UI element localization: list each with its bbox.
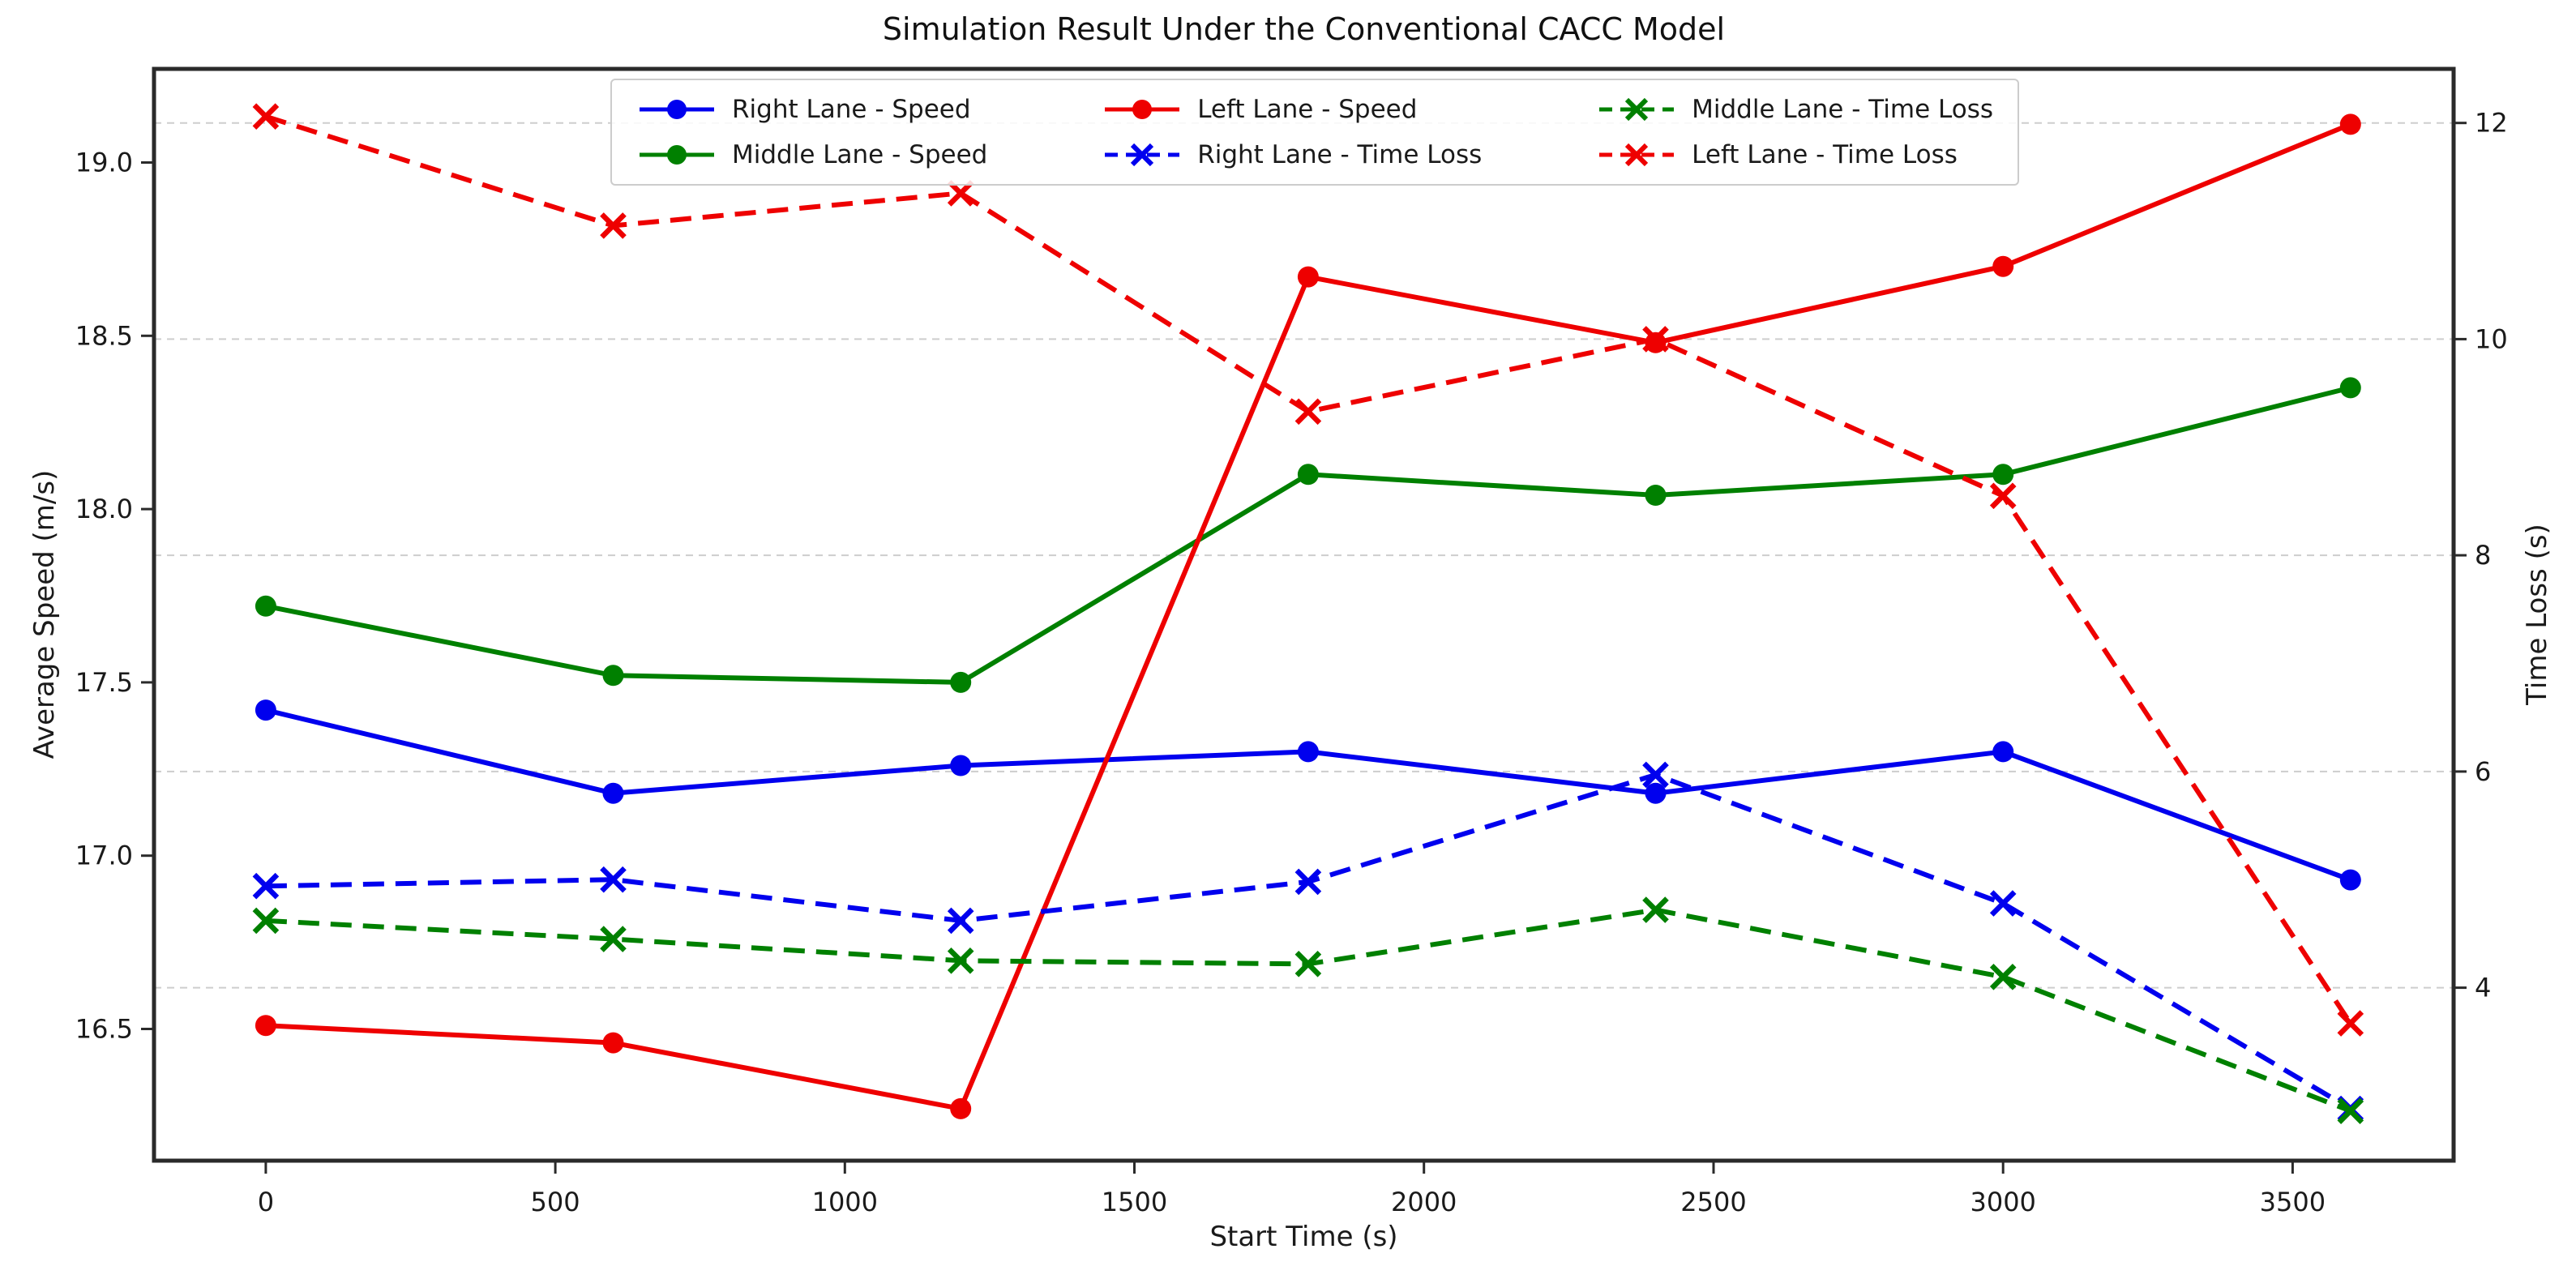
series-left-lane-time-loss (252, 103, 2364, 1037)
legend-swatch-line-circle (1105, 100, 1180, 119)
series-line (265, 708, 2351, 883)
legend-label: Right Lane - Time Loss (1197, 140, 1483, 169)
data-point-marker (600, 212, 627, 239)
data-point-marker (1297, 741, 1319, 763)
data-point-marker (1989, 964, 2017, 990)
legend-item-left-lane-time-loss: Left Lane - Time Loss (1596, 140, 1993, 169)
data-point-marker (1294, 951, 1322, 977)
series-right-lane-time-loss (252, 761, 2364, 1123)
x-tick-label: 2000 (1391, 1187, 1457, 1217)
x-tick-label: 1000 (812, 1187, 878, 1217)
data-point-marker (1294, 868, 1322, 896)
data-point-marker (2339, 377, 2361, 399)
data-point-marker (947, 180, 974, 207)
legend-label: Middle Lane - Time Loss (1692, 95, 1993, 124)
legend-swatch-dashed-x (1105, 143, 1180, 167)
x-tick-label: 2500 (1680, 1187, 1746, 1217)
x-tick-label: 1500 (1102, 1187, 1167, 1217)
y-tick-label-left: 16.5 (75, 1014, 133, 1045)
data-point-marker (2337, 1010, 2364, 1037)
x-tick-label: 3000 (1970, 1187, 2035, 1217)
legend-swatch-dashed-x (1599, 97, 1675, 122)
data-point-marker (1992, 741, 2014, 763)
data-point-marker (950, 755, 972, 776)
data-point-marker (947, 947, 974, 974)
y-tick-label-right: 4 (2475, 973, 2491, 1003)
data-point-marker (947, 907, 974, 935)
y-axis-label-right: Time Loss (s) (2521, 524, 2553, 705)
legend-swatch-line-circle (640, 145, 714, 165)
legend-swatch-line-circle (640, 100, 714, 119)
data-point-marker (252, 103, 280, 130)
legend-label: Left Lane - Time Loss (1692, 140, 1958, 169)
data-point-marker (1989, 890, 2017, 917)
data-point-marker (1642, 326, 1669, 353)
y-tick-label-left: 17.5 (75, 667, 133, 698)
data-point-marker (1642, 761, 1669, 789)
data-point-marker (252, 872, 280, 900)
data-point-marker (1642, 896, 1669, 923)
y-tick-label-left: 19.0 (75, 148, 133, 178)
y-tick-label-left: 17.0 (75, 841, 133, 871)
data-point-marker (950, 671, 972, 693)
data-point-marker (1992, 255, 2014, 277)
legend-item-right-lane-speed: Right Lane - Speed (636, 95, 987, 124)
x-tick-label: 0 (258, 1187, 274, 1217)
data-point-marker (255, 1015, 276, 1037)
data-point-marker (1294, 398, 1322, 426)
data-point-marker (252, 907, 280, 935)
legend-swatch-dashed-x (1599, 143, 1675, 167)
data-point-marker (600, 926, 627, 952)
series-line (265, 907, 2351, 1114)
series-middle-lane-speed (255, 377, 2361, 693)
data-point-marker (1989, 482, 2017, 510)
y-tick-label-right: 12 (2475, 108, 2508, 139)
y-tick-label-right: 6 (2475, 756, 2491, 787)
data-point-marker (1297, 266, 1319, 288)
data-point-marker (602, 1032, 624, 1054)
data-point-marker (1645, 485, 1667, 506)
data-point-marker (1645, 782, 1667, 804)
x-tick-label: 500 (531, 1187, 580, 1217)
data-point-marker (255, 595, 276, 617)
series-middle-lane-time-loss (252, 896, 2364, 1124)
legend-item-middle-lane-time-loss: Middle Lane - Time Loss (1596, 95, 1993, 124)
chart-title: Simulation Result Under the Conventional… (882, 11, 1726, 47)
series-right-lane-speed (255, 699, 2361, 891)
legend-label: Left Lane - Speed (1197, 95, 1418, 124)
plot-border (152, 66, 2456, 1163)
data-point-marker (602, 782, 624, 804)
data-point-marker (950, 1097, 972, 1119)
data-point-marker (602, 665, 624, 687)
y-tick-label-left: 18.5 (75, 320, 133, 351)
legend-item-middle-lane-speed: Middle Lane - Speed (636, 140, 987, 169)
legend-label: Middle Lane - Speed (732, 140, 988, 169)
data-point-marker (2339, 869, 2361, 891)
y-tick-label-right: 8 (2475, 540, 2491, 571)
legend-item-left-lane-speed: Left Lane - Speed (1102, 95, 1482, 124)
y-tick-label-right: 10 (2475, 323, 2508, 354)
series-line (265, 772, 2352, 1111)
y-axis-label-left: Average Speed (m/s) (28, 469, 61, 759)
data-point-marker (1992, 464, 2014, 486)
x-axis-label: Start Time (s) (1209, 1221, 1398, 1253)
legend: Right Lane - Speed Middle Lane - Speed Lef… (610, 79, 2019, 186)
x-tick-label: 3500 (2260, 1187, 2326, 1217)
data-point-marker (600, 866, 627, 893)
data-point-marker (1297, 464, 1319, 486)
y-tick-label-left: 18.0 (75, 494, 133, 524)
data-point-marker (255, 699, 276, 721)
series-left-lane-speed (255, 113, 2361, 1119)
data-point-marker (2337, 1097, 2364, 1124)
data-point-marker (2339, 113, 2361, 135)
series-line (265, 385, 2351, 685)
legend-label: Right Lane - Speed (732, 95, 971, 124)
legend-item-right-lane-time-loss: Right Lane - Time Loss (1102, 140, 1482, 169)
